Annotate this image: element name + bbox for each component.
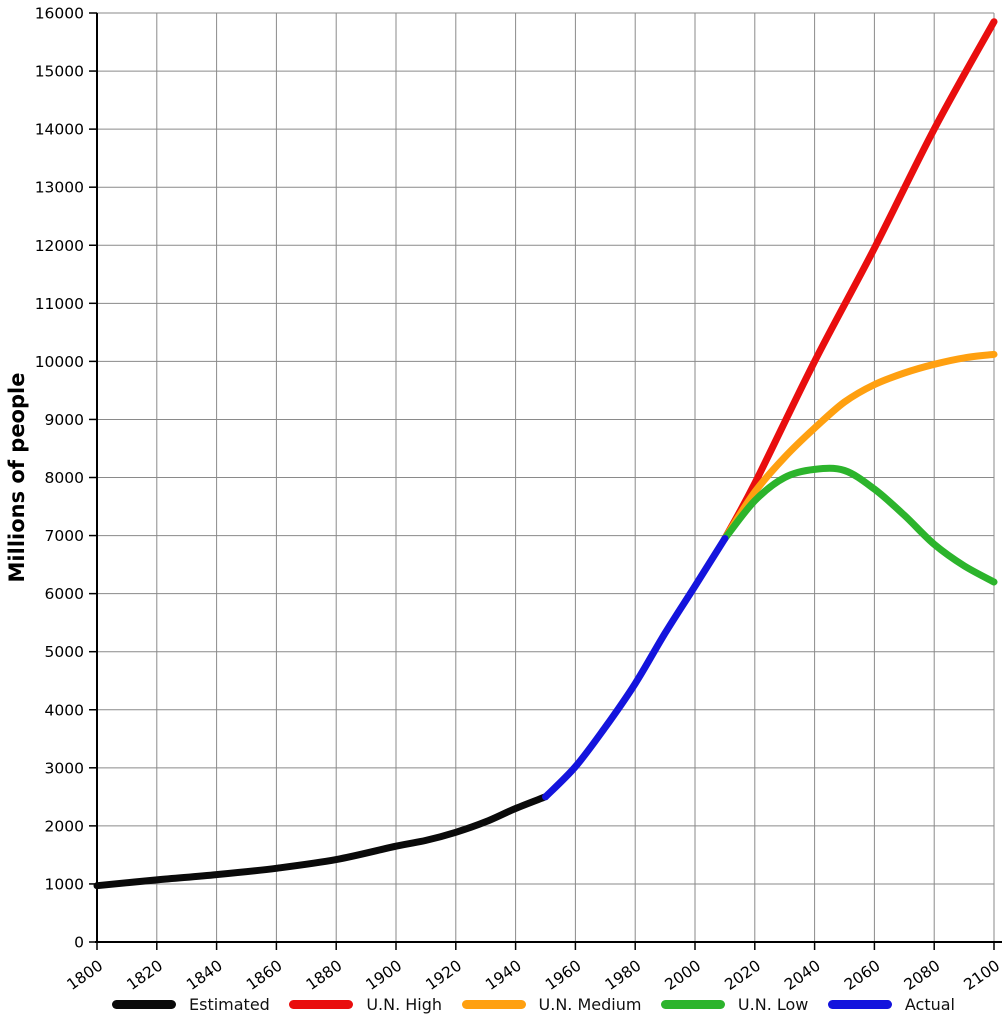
legend-swatch bbox=[827, 999, 892, 1009]
y-tick-label: 14000 bbox=[35, 121, 84, 139]
legend-label: U.N. Low bbox=[737, 994, 809, 1014]
legend-swatch bbox=[461, 999, 526, 1009]
legend-swatch bbox=[112, 999, 176, 1009]
chart-legend: Estimated U.N. High U.N. Medium U.N. Low Act… bbox=[112, 988, 955, 1020]
legend-item-estimated: Estimated bbox=[112, 995, 270, 1014]
y-tick-label: 13000 bbox=[35, 179, 84, 197]
y-tick-label: 0 bbox=[74, 934, 84, 952]
legend-item-u-n-medium: U.N. Medium bbox=[461, 994, 642, 1014]
y-tick-label: 11000 bbox=[35, 295, 84, 313]
legend-item-u-n-high: U.N. High bbox=[289, 995, 442, 1014]
y-axis-title: Millions of people bbox=[5, 373, 29, 583]
series-line-u-n-medium bbox=[721, 350, 998, 542]
series-line-estimated bbox=[93, 793, 549, 890]
legend-item-u-n-low: U.N. Low bbox=[660, 994, 809, 1014]
y-tick-label: 12000 bbox=[35, 237, 84, 255]
y-tick-label: 4000 bbox=[45, 701, 84, 719]
legend-item-actual: Actual bbox=[827, 994, 955, 1014]
legend-label: U.N. Medium bbox=[538, 994, 642, 1014]
series-line-u-n-low bbox=[721, 464, 998, 586]
legend-swatch bbox=[289, 999, 354, 1009]
legend-label: Estimated bbox=[189, 994, 270, 1014]
x-tick-label: 2100 bbox=[961, 957, 1003, 994]
y-tick-label: 16000 bbox=[35, 5, 84, 23]
y-tick-label: 8000 bbox=[45, 469, 84, 487]
series-line-actual bbox=[542, 535, 729, 801]
series-line-u-n-high bbox=[721, 18, 998, 542]
y-tick-label: 9000 bbox=[45, 411, 84, 429]
y-tick-label: 7000 bbox=[45, 527, 84, 545]
y-tick-label: 15000 bbox=[35, 63, 84, 81]
y-tick-label: 1000 bbox=[45, 875, 84, 893]
y-tick-label: 10000 bbox=[35, 353, 84, 371]
legend-swatch bbox=[660, 999, 725, 1009]
y-tick-label: 2000 bbox=[45, 817, 84, 835]
legend-label: U.N. High bbox=[366, 994, 443, 1014]
x-tick-label: 1800 bbox=[64, 957, 107, 994]
y-tick-label: 5000 bbox=[45, 643, 84, 661]
y-tick-label: 6000 bbox=[45, 585, 84, 603]
legend-label: Actual bbox=[904, 994, 955, 1014]
y-tick-label: 3000 bbox=[45, 759, 84, 777]
